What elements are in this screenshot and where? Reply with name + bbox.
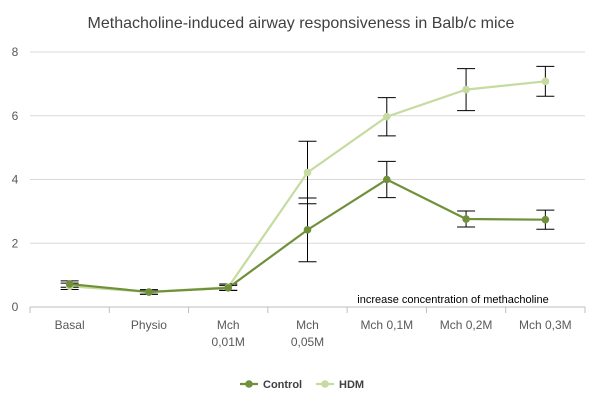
data-point-hdm (382, 112, 391, 121)
x-tick-label: Mch 0,2M (440, 318, 493, 332)
annotation-text: increase concentration of methacholine (357, 294, 548, 306)
x-tick-label: Physio (131, 318, 167, 332)
x-tick-label: Mch 0,1M (360, 318, 413, 332)
legend-item-control: Control (240, 379, 302, 391)
y-tick-label-8: 8 (12, 45, 19, 59)
chart-title: Methacholine-induced airway responsivene… (88, 15, 515, 32)
x-tick-label: Mch 0,3M (519, 318, 572, 332)
x-tick-label: Mch 0,05M (291, 318, 324, 349)
data-point-hdm (303, 168, 312, 177)
data-point-hdm (462, 85, 470, 94)
legend: Control HDM (240, 379, 364, 391)
data-point-control (382, 175, 391, 184)
x-tick-label: Basal (55, 318, 85, 332)
data-point-control (65, 280, 74, 288)
data-point-control (224, 284, 233, 292)
data-point-control (541, 215, 550, 224)
y-tick-label-4: 4 (12, 173, 19, 187)
data-point-control (145, 288, 153, 296)
y-tick-label-2: 2 (12, 236, 19, 250)
legend-label-control: Control (263, 379, 302, 391)
legend-swatch-marker (245, 380, 253, 388)
y-tick-label-0: 0 (12, 300, 19, 314)
x-axis: Basal Physio Mch 0,01M Mch 0,05M Mch 0,1M Mch 0… (29, 307, 586, 349)
y-tick-label-6: 6 (12, 109, 19, 123)
data-point-control (462, 215, 470, 223)
series-group (60, 65, 555, 296)
legend-label-hdm: HDM (339, 379, 364, 391)
y-axis: 0 2 4 6 8 (12, 45, 19, 314)
data-point-control (303, 226, 312, 234)
data-point-hdm (541, 77, 550, 86)
legend-item-hdm: HDM (316, 379, 364, 391)
legend-swatch-marker (321, 380, 329, 388)
x-tick-label: Mch 0,01M (212, 318, 245, 349)
